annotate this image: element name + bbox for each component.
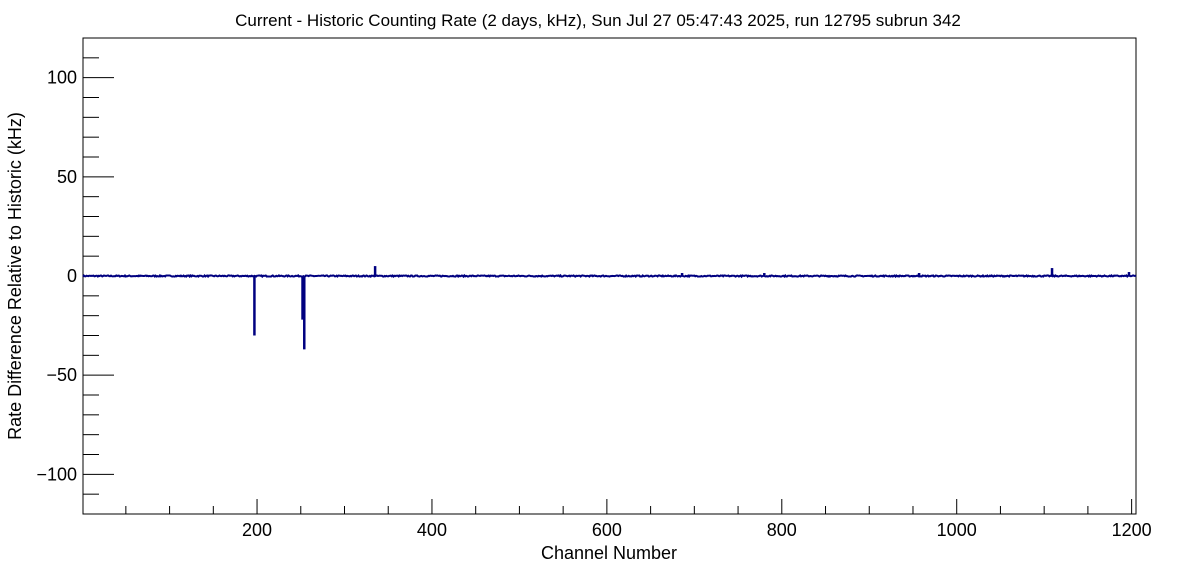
x-axis: 200 400 600 800 1000 1200 <box>125 499 1152 540</box>
series-line <box>82 273 1137 279</box>
x-tick-label: 1000 <box>937 520 977 540</box>
y-tick-label: 50 <box>57 167 77 187</box>
x-axis-label: Channel Number <box>541 543 677 563</box>
y-tick-label: 100 <box>47 68 77 88</box>
y-tick-label: −50 <box>46 365 77 385</box>
x-tick-label: 400 <box>417 520 447 540</box>
x-tick-label: 600 <box>592 520 622 540</box>
x-tick-label: 200 <box>242 520 272 540</box>
y-tick-label: 0 <box>67 266 77 286</box>
y-tick-label: −100 <box>36 464 77 484</box>
y-axis-label: Rate Difference Relative to Historic (kH… <box>5 112 25 440</box>
series-layer <box>82 266 1137 350</box>
x-tick-label: 800 <box>767 520 797 540</box>
chart-title: Current - Historic Counting Rate (2 days… <box>235 11 961 30</box>
x-tick-label: 1200 <box>1112 520 1152 540</box>
